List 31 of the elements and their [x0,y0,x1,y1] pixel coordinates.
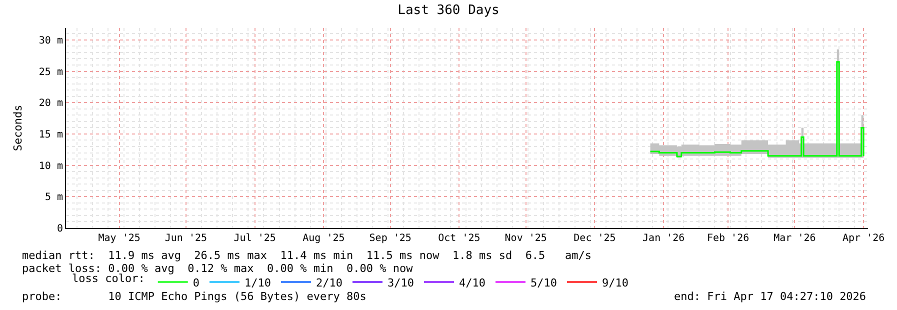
x-tick-label: Aug '25 [302,233,345,244]
x-tick-label: May '25 [98,233,140,244]
legend-label: 2/10 [316,276,342,290]
x-tick-label: Jan '26 [642,233,685,244]
x-tick-label: Jul '25 [234,233,276,244]
x-tick-label: Dec '25 [574,233,616,244]
y-tick-label: 25 m [38,66,63,78]
legend-label: 0 [192,276,200,290]
x-tick-label: Jun '25 [164,233,208,244]
legend-label: 4/10 [458,276,486,290]
text: probe: 10 ICMP Echo Pings (56 Bytes) every 80s [22,290,366,303]
x-tick-label: Oct '25 [438,233,480,244]
y-tick-label: 5 m [44,192,63,204]
legend-label: 1/10 [244,276,271,290]
text: end: Fri Apr 17 04:27:10 2026 [674,290,866,303]
y-tick-label: 0 [56,224,63,234]
legend-label: 9/10 [602,276,628,290]
x-tick-label: Sep '25 [369,233,412,244]
y-axis-title: Seconds [12,104,25,152]
x-tick-label: Nov '25 [504,233,547,244]
y-tick-label: 30 m [38,35,63,46]
chart-title: Last 360 Days [398,2,500,18]
y-tick-label: 15 m [38,129,63,140]
text: median rtt: 11.9 ms avg 26.5 ms max 11.4 ms min 11.5 ms now 1.8 ms sd 6.5 am/s [22,249,592,262]
y-tick-label: 20 m [38,98,63,110]
x-tick-label: Feb '26 [706,233,750,244]
x-tick-label: Apr '26 [842,233,885,244]
legend-label: 5/10 [530,276,557,290]
y-tick-label: 10 m [38,160,63,172]
x-tick-label: Mar '26 [774,233,816,244]
legend-label: 3/10 [387,276,414,290]
